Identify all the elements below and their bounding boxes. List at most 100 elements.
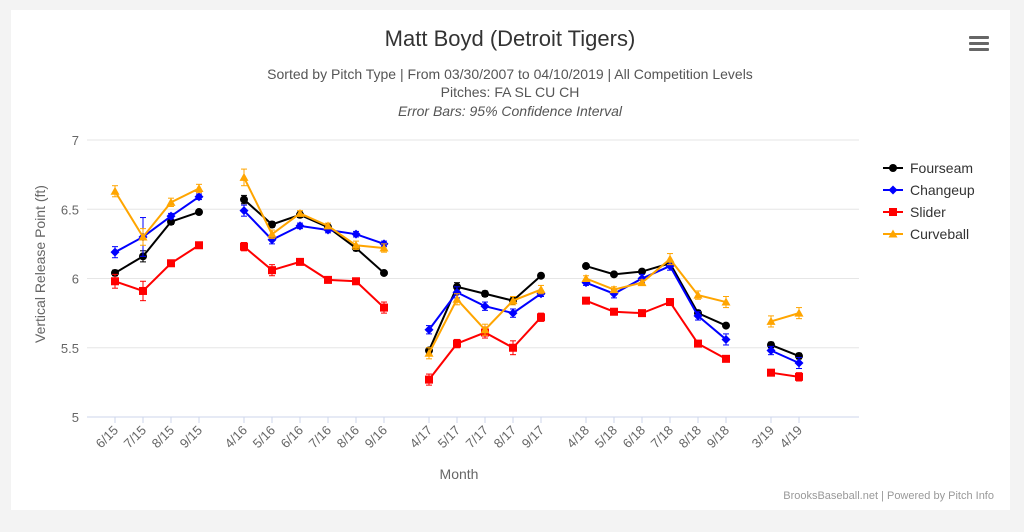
x-tick-label: 6/15 [93, 423, 122, 452]
series-line-fourseam [428, 274, 542, 351]
chart-container: Matt Boyd (Detroit Tigers) Sorted by Pit… [11, 10, 1010, 510]
data-point-slider [694, 339, 702, 348]
x-tick-label: 9/17 [519, 423, 548, 452]
y-tick-label: 6.5 [61, 202, 79, 217]
data-point-changeup [766, 346, 776, 356]
x-tick-label: 4/17 [407, 423, 436, 452]
data-point-slider [324, 275, 332, 284]
x-tick-label: 5/18 [592, 423, 621, 452]
data-point-curveball [138, 232, 148, 241]
data-point-slider [795, 372, 803, 381]
data-point-curveball [581, 274, 591, 282]
x-axis-title: Month [440, 466, 479, 482]
y-tick-label: 5.5 [61, 341, 79, 356]
data-point-slider [240, 242, 248, 251]
data-point-slider [139, 286, 147, 295]
series-line-curveball [114, 187, 200, 239]
data-point-curveball [609, 285, 619, 294]
legend-label: Curveball [910, 226, 969, 242]
hamburger-menu-icon[interactable] [969, 36, 989, 51]
data-point-changeup [721, 334, 731, 344]
data-point-slider [167, 259, 175, 268]
data-point-curveball [351, 240, 361, 249]
data-point-fourseam [638, 267, 646, 276]
data-point-curveball [766, 316, 776, 325]
series-curveball [110, 168, 804, 360]
data-point-fourseam [582, 262, 590, 271]
data-point-curveball [267, 229, 277, 238]
data-point-curveball [536, 285, 546, 294]
data-point-curveball [480, 325, 490, 334]
data-point-slider [610, 307, 618, 316]
legend-label: Slider [910, 204, 946, 220]
series-fourseam [111, 194, 803, 361]
series-line-curveball [770, 312, 800, 323]
legend-label: Changeup [910, 182, 975, 198]
series-line-curveball [428, 288, 542, 354]
series-line-curveball [585, 257, 727, 304]
data-point-fourseam [610, 270, 618, 279]
data-point-slider [582, 296, 590, 305]
x-tick-label: 6/18 [620, 423, 649, 452]
x-tick-label: 7/17 [463, 423, 492, 452]
data-point-curveball [665, 254, 675, 263]
data-point-fourseam [195, 208, 203, 217]
series-layer [110, 168, 804, 386]
chart-svg: Matt Boyd (Detroit Tigers) Sorted by Pit… [32, 26, 994, 502]
data-point-fourseam [722, 321, 730, 330]
series-line-slider [770, 371, 800, 378]
chart-title: Matt Boyd (Detroit Tigers) [385, 26, 636, 51]
data-point-curveball [166, 197, 176, 206]
data-point-changeup [794, 358, 804, 368]
data-point-changeup [508, 308, 518, 318]
y-axis-title: Vertical Release Point (ft) [32, 185, 48, 343]
data-point-changeup [110, 247, 120, 257]
legend-marker [888, 185, 898, 195]
data-point-changeup [693, 311, 703, 321]
y-axis-ticks: 5 5.5 6 6.5 7 [61, 133, 79, 425]
data-point-slider [509, 343, 517, 352]
x-tick-label: 5/16 [250, 423, 279, 452]
data-point-changeup [480, 301, 490, 311]
series-line-fourseam [114, 211, 200, 274]
series-line-slider [243, 245, 385, 309]
data-point-curveball [721, 297, 731, 306]
data-point-slider [453, 339, 461, 348]
x-tick-label: 4/19 [777, 423, 806, 452]
grid-lines [87, 139, 859, 418]
data-point-fourseam [537, 271, 545, 280]
data-point-curveball [239, 172, 249, 181]
data-point-slider [722, 354, 730, 363]
data-point-curveball [323, 221, 333, 230]
legend-item-fourseam[interactable]: Fourseam [883, 160, 973, 176]
data-point-fourseam [268, 220, 276, 229]
legend-item-slider[interactable]: Slider [883, 204, 946, 220]
data-point-changeup [424, 325, 434, 335]
data-point-curveball [295, 208, 305, 217]
legend-item-changeup[interactable]: Changeup [883, 182, 975, 198]
data-point-curveball [693, 290, 703, 299]
legend-marker [889, 164, 897, 172]
credits-text[interactable]: BrooksBaseball.net | Powered by Pitch In… [783, 490, 994, 502]
x-tick-label: 3/19 [749, 423, 778, 452]
data-point-changeup [295, 221, 305, 231]
data-point-fourseam [795, 352, 803, 361]
series-line-curveball [243, 176, 385, 250]
y-tick-label: 6 [72, 272, 79, 287]
data-point-slider [638, 309, 646, 318]
data-point-curveball [424, 348, 434, 357]
chart-subtitle-line-2: Pitches: FA SL CU CH [441, 84, 580, 100]
x-tick-label: 9/16 [362, 423, 391, 452]
data-point-curveball [794, 308, 804, 317]
data-point-curveball [452, 294, 462, 303]
data-point-slider [380, 303, 388, 312]
series-line-changeup [114, 195, 200, 254]
legend: Fourseam Changeup Slider Curveball [883, 160, 975, 242]
data-point-fourseam [240, 195, 248, 204]
legend-item-curveball[interactable]: Curveball [883, 226, 969, 242]
data-point-slider [666, 298, 674, 307]
chart-subtitle-line-1: Sorted by Pitch Type | From 03/30/2007 t… [267, 66, 753, 82]
x-tick-label: 7/16 [306, 423, 335, 452]
series-line-slider [585, 299, 727, 360]
series-line-changeup [770, 349, 800, 364]
